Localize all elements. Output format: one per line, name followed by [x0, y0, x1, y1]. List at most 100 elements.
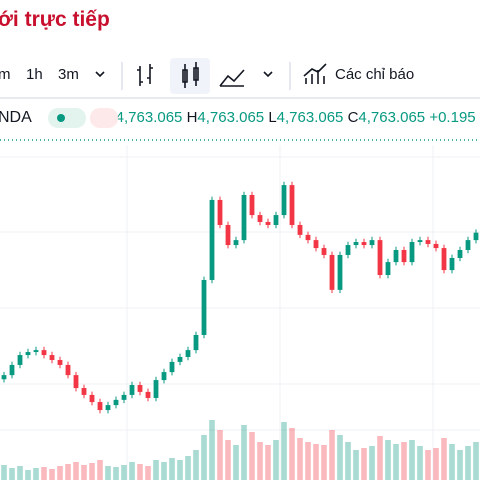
- candle-body: [433, 243, 439, 249]
- volume-bar: [105, 466, 111, 480]
- volume-bar: [25, 470, 31, 480]
- badge-pill[interactable]: [90, 108, 118, 128]
- indicators-button[interactable]: Các chỉ báo: [335, 66, 415, 83]
- volume-bar: [137, 464, 143, 480]
- candle-body: [225, 224, 231, 246]
- interval-button[interactable]: 1h: [26, 66, 43, 83]
- candle-body: [161, 372, 167, 381]
- active-bg: [170, 58, 210, 94]
- volume-bar: [33, 468, 39, 480]
- chevron[interactable]: [263, 71, 273, 78]
- candle-body: [449, 257, 455, 271]
- indicators-icon[interactable]: [303, 63, 327, 84]
- candle-body: [337, 254, 343, 290]
- volume-bar: [305, 442, 311, 480]
- candle-body: [313, 240, 319, 249]
- candle-body: [145, 391, 151, 398]
- candle-body: [49, 355, 55, 360]
- toolbar-icons: [0, 58, 480, 141]
- ohlc-value: 4,763.065: [276, 109, 344, 126]
- candle-body: [369, 240, 375, 246]
- bars-icon[interactable]: [137, 64, 153, 86]
- volume-bar: [17, 466, 23, 480]
- volume-bar: [345, 442, 351, 480]
- volume-bar: [297, 438, 303, 480]
- candle-body: [377, 240, 383, 276]
- volume-bar: [97, 460, 103, 480]
- chevron[interactable]: [95, 71, 105, 78]
- candle-body: [265, 221, 271, 225]
- volume-bar: [233, 445, 239, 480]
- candle-body: [73, 375, 79, 389]
- candle-body: [233, 240, 239, 246]
- candle-body: [137, 385, 143, 392]
- ohlc-legend: O4,763.065 H4,763.065 L4,763.065 C4,763.…: [104, 109, 476, 126]
- ohlc-label: H: [186, 109, 198, 126]
- candle-body: [57, 360, 63, 365]
- volume-bar: [89, 463, 95, 480]
- volume-bar: [473, 442, 479, 480]
- volume-bar: [1, 465, 7, 480]
- volume-bar: [129, 462, 135, 480]
- volume-bar: [57, 466, 63, 480]
- candle-body: [33, 350, 39, 353]
- candle-body: [273, 215, 279, 225]
- volume-bar: [353, 450, 359, 480]
- volume-bar: [377, 436, 383, 480]
- candle-body: [89, 394, 95, 403]
- volume-bar: [81, 465, 87, 480]
- volume-bar: [433, 448, 439, 480]
- volume-bar: [441, 438, 447, 480]
- candle-body: [113, 399, 119, 406]
- volume-bar: [281, 422, 287, 480]
- volume-bar: [257, 442, 263, 480]
- candles-icon[interactable]: [182, 62, 199, 88]
- candle-body: [457, 250, 463, 258]
- interval-button[interactable]: 3m: [58, 66, 79, 83]
- interval-button[interactable]: m: [0, 66, 11, 83]
- ohlc-label: C: [347, 109, 359, 126]
- volume-bar: [217, 430, 223, 480]
- candle-body: [321, 248, 327, 255]
- volume-bar: [385, 440, 391, 480]
- volume-bar: [409, 440, 415, 480]
- volume-bar: [121, 465, 127, 480]
- volume-bar: [313, 444, 319, 480]
- volume-bar: [289, 428, 295, 480]
- volume-bar: [73, 462, 79, 480]
- grid: [0, 145, 480, 480]
- candle-body: [385, 262, 391, 276]
- candle-body: [193, 334, 199, 351]
- volume-bar: [449, 444, 455, 480]
- candle-body: [409, 242, 415, 263]
- status-dot: [57, 114, 65, 122]
- candle-body: [249, 195, 255, 216]
- area-icon[interactable]: [219, 69, 245, 87]
- status-pill[interactable]: [48, 108, 86, 128]
- volume-bar: [177, 460, 183, 480]
- candle-body: [65, 364, 71, 376]
- volume-bar: [329, 430, 335, 480]
- candle-body: [425, 240, 431, 244]
- candle-body: [201, 279, 207, 335]
- candle-body: [361, 242, 367, 246]
- volume-bar: [337, 435, 343, 480]
- candle-body: [393, 250, 399, 263]
- candle-body: [41, 350, 47, 356]
- candle-body: [401, 250, 407, 263]
- candle-body: [129, 385, 135, 395]
- candle-body: [297, 224, 303, 235]
- volume-bar: [49, 469, 55, 480]
- volume-bar: [273, 440, 279, 480]
- volume-bar: [41, 467, 47, 480]
- candle-body: [169, 361, 175, 373]
- candle-body: [345, 245, 351, 255]
- volume-bar: [321, 445, 327, 480]
- volume-bar: [65, 464, 71, 480]
- candle-body: [241, 195, 247, 241]
- ohlc-value: 4,763.065: [115, 109, 183, 126]
- candle-body: [289, 185, 295, 225]
- ohlc-value: 4,763.065: [358, 109, 426, 126]
